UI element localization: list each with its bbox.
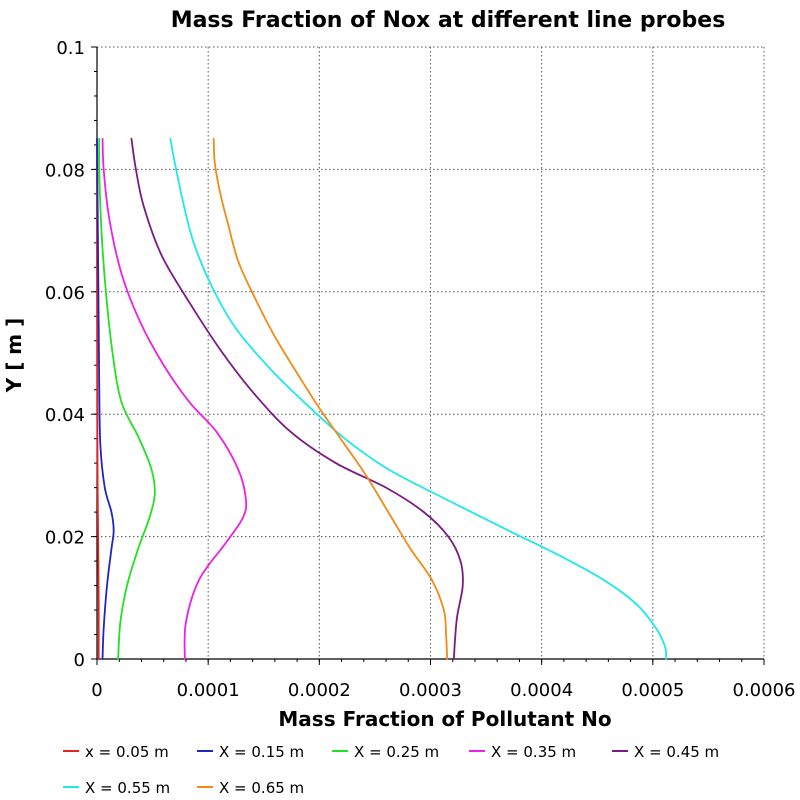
series-line-3 xyxy=(98,137,156,660)
y-tick-label: 0.1 xyxy=(56,38,85,59)
series-lines xyxy=(96,137,668,660)
x-tick-label: 0.0004 xyxy=(510,680,573,701)
legend-label: X = 0.45 m xyxy=(634,743,719,761)
chart-title: Mass Fraction of Nox at different line p… xyxy=(171,8,726,33)
x-tick-label: 0.0006 xyxy=(733,680,796,701)
legend: x = 0.05 m X = 0.15 m X = 0.25 m X = 0.35 m… xyxy=(63,743,719,797)
legend-label: X = 0.25 m xyxy=(354,743,439,761)
y-tick-label: 0 xyxy=(74,650,85,671)
x-tick-label: 0.0001 xyxy=(177,680,240,701)
x-tick-label: 0.0005 xyxy=(621,680,684,701)
x-tick-label: 0 xyxy=(91,680,102,701)
legend-label: X = 0.15 m xyxy=(219,743,304,761)
series-line-6 xyxy=(169,137,668,660)
y-tick-label: 0.08 xyxy=(45,160,85,181)
legend-label: X = 0.35 m xyxy=(491,743,576,761)
tick-labels: 0 0.0001 0.0002 0.0003 0.0004 0.0005 0.0006 0 0.… xyxy=(45,38,796,701)
series-line-4 xyxy=(101,137,248,660)
x-tick-label: 0.0003 xyxy=(399,680,462,701)
legend-label: x = 0.05 m xyxy=(85,743,169,761)
series-line-5 xyxy=(130,137,464,660)
series-line-7 xyxy=(212,137,449,660)
y-axis-label: Y [ m ] xyxy=(2,318,26,394)
y-tick-label: 0.06 xyxy=(45,283,85,304)
legend-label: X = 0.65 m xyxy=(219,779,304,797)
x-axis-label: Mass Fraction of Pollutant No xyxy=(278,707,611,731)
grid-lines xyxy=(97,46,765,659)
y-tick-label: 0.04 xyxy=(45,405,85,426)
legend-label: X = 0.55 m xyxy=(85,779,170,797)
series-line-2 xyxy=(96,137,115,660)
x-tick-label: 0.0002 xyxy=(288,680,351,701)
y-tick-label: 0.02 xyxy=(45,528,85,549)
